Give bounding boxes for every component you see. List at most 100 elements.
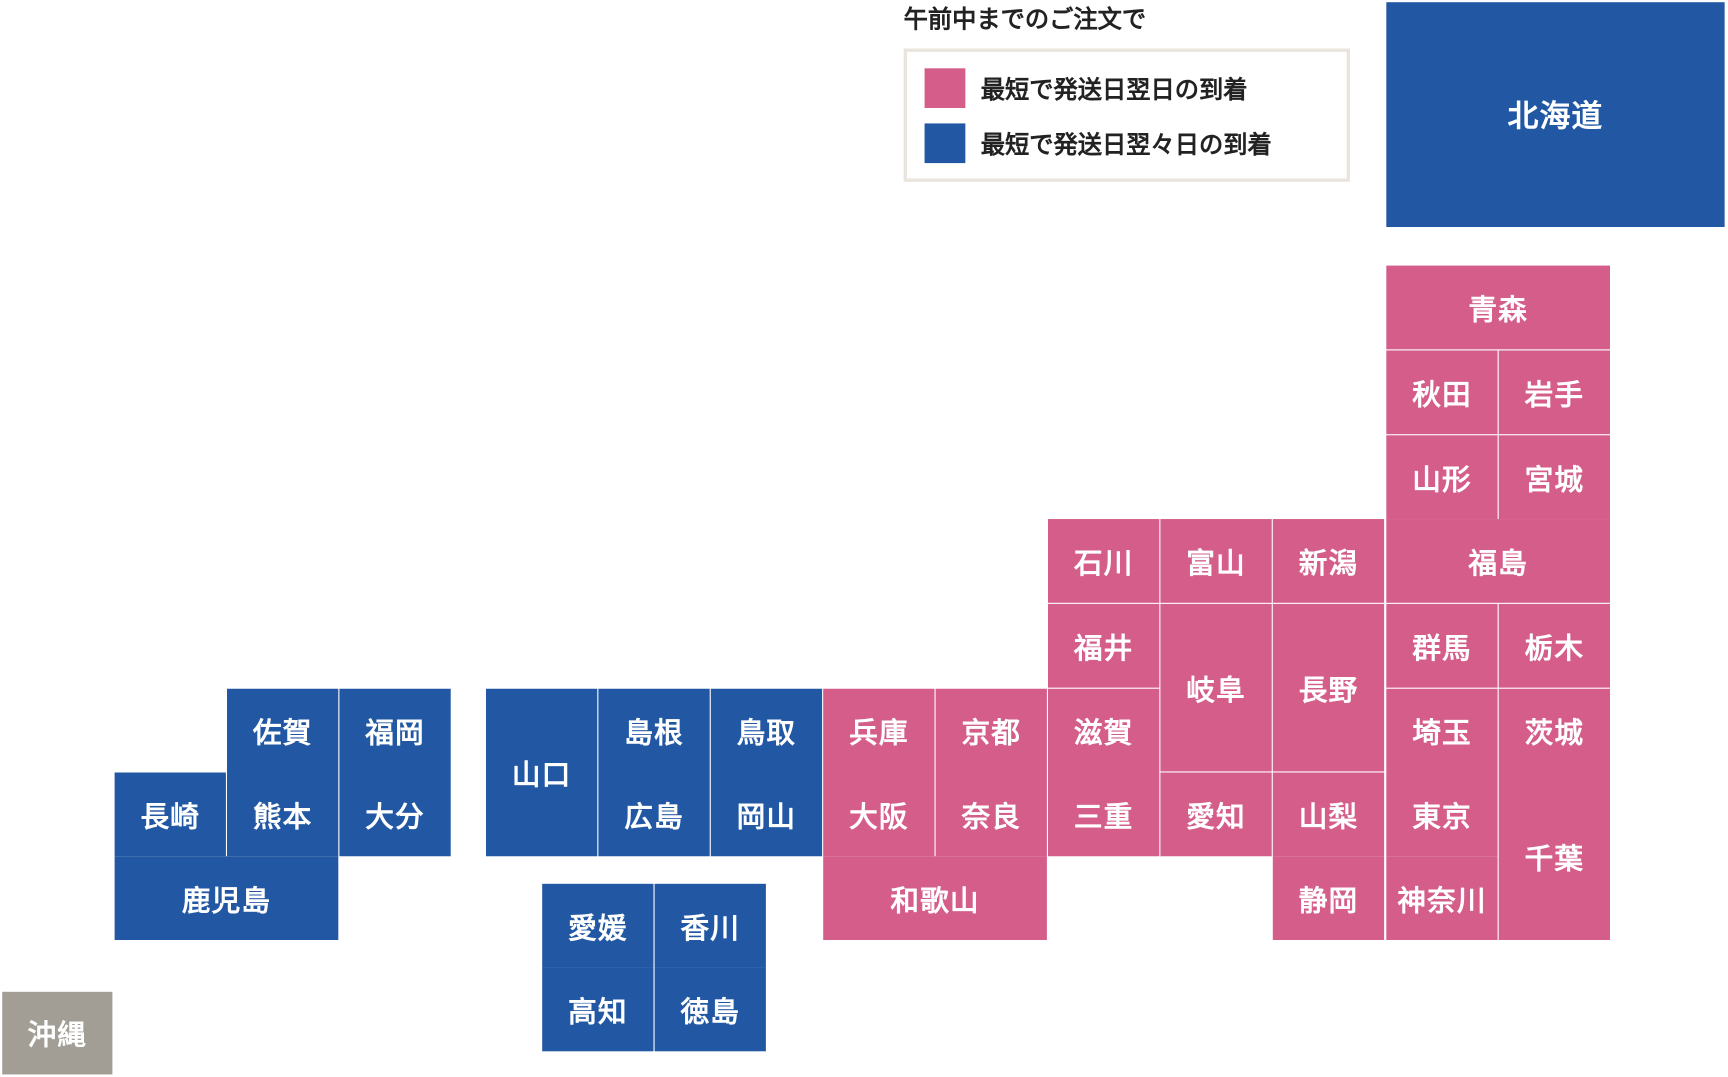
prefecture-label: 広島 <box>624 800 684 834</box>
prefecture-label: 新潟 <box>1298 547 1359 581</box>
prefecture-label: 群馬 <box>1412 631 1472 666</box>
prefecture-label: 山口 <box>511 758 572 792</box>
prefecture-23[interactable]: 愛知 <box>1160 772 1272 857</box>
prefecture-label: 徳島 <box>680 995 740 1029</box>
prefecture-label: 愛媛 <box>568 911 628 945</box>
prefecture-label: 鳥取 <box>736 716 797 750</box>
prefecture-27[interactable]: 和歌山 <box>823 856 1047 941</box>
legend-label: 最短で発送日翌日の到着 <box>980 77 1248 105</box>
prefecture-2[interactable]: 秋田 <box>1386 350 1498 435</box>
prefecture-label: 東京 <box>1412 800 1472 834</box>
prefecture-label: 茨城 <box>1524 716 1585 750</box>
prefecture-28[interactable]: 静岡 <box>1272 856 1385 941</box>
prefecture-label: 埼玉 <box>1412 716 1472 750</box>
prefecture-10[interactable]: 福井 <box>1048 603 1160 688</box>
prefecture-label: 鹿児島 <box>181 884 272 918</box>
prefecture-38[interactable]: 徳島 <box>654 967 766 1052</box>
prefecture-39[interactable]: 佐賀 <box>227 688 339 773</box>
prefecture-9[interactable]: 福島 <box>1386 519 1611 603</box>
prefecture-17[interactable]: 茨城 <box>1498 688 1611 773</box>
prefecture-label: 宮城 <box>1524 463 1585 497</box>
prefecture-8[interactable]: 新潟 <box>1272 519 1385 603</box>
prefecture-label: 福岡 <box>365 716 425 750</box>
prefecture-label: 三重 <box>1073 800 1134 834</box>
prefecture-label: 青森 <box>1468 293 1528 327</box>
prefecture-label: 沖縄 <box>27 1019 88 1053</box>
prefecture-1[interactable]: 青森 <box>1386 265 1611 350</box>
prefecture-5[interactable]: 宮城 <box>1498 435 1611 520</box>
prefecture-40[interactable]: 福岡 <box>339 688 451 773</box>
prefecture-44[interactable]: 鹿児島 <box>114 856 339 941</box>
legend-title: 午前中までのご注文で <box>903 6 1147 35</box>
legend-item-next-day: 最短で発送日翌日の到着 <box>924 68 1248 108</box>
prefecture-label: 福島 <box>1468 547 1528 581</box>
legend-swatch-blue <box>924 123 966 164</box>
prefecture-label: 滋賀 <box>1073 716 1134 750</box>
prefecture-label: 山梨 <box>1298 800 1359 834</box>
prefecture-25[interactable]: 東京 <box>1386 772 1498 857</box>
prefecture-15[interactable]: 滋賀 <box>1048 688 1160 773</box>
prefecture-label: 石川 <box>1073 547 1134 581</box>
legend-swatch-pink <box>924 68 966 108</box>
prefecture-11[interactable]: 岐阜 <box>1160 603 1272 772</box>
prefecture-13[interactable]: 群馬 <box>1386 603 1498 688</box>
prefecture-4[interactable]: 山形 <box>1386 435 1498 520</box>
prefecture-label: 長崎 <box>140 800 201 834</box>
prefecture-label: 北海道 <box>1507 98 1604 135</box>
prefecture-label: 高知 <box>568 995 628 1029</box>
prefecture-label: 愛知 <box>1186 800 1246 834</box>
prefecture-30[interactable]: 山口 <box>485 688 598 857</box>
prefecture-label: 佐賀 <box>252 716 313 750</box>
prefecture-label: 岩手 <box>1524 378 1585 412</box>
prefecture-26[interactable]: 千葉 <box>1498 772 1611 941</box>
prefecture-label: 岐阜 <box>1186 673 1246 707</box>
prefecture-label: 秋田 <box>1412 378 1472 412</box>
prefecture-29[interactable]: 神奈川 <box>1386 856 1498 941</box>
legend: 最短で発送日翌日の到着 最短で発送日翌々日の到着 <box>903 48 1350 182</box>
prefecture-16[interactable]: 埼玉 <box>1386 688 1498 773</box>
prefecture-45[interactable]: 沖縄 <box>2 991 113 1075</box>
legend-label: 最短で発送日翌々日の到着 <box>980 132 1272 160</box>
prefecture-label: 大分 <box>365 800 425 834</box>
prefecture-0[interactable]: 北海道 <box>1386 2 1725 228</box>
prefecture-6[interactable]: 石川 <box>1048 519 1160 603</box>
prefecture-label: 千葉 <box>1524 842 1585 876</box>
prefecture-42[interactable]: 熊本 <box>227 772 339 857</box>
prefecture-label: 兵庫 <box>849 716 909 750</box>
prefecture-22[interactable]: 三重 <box>1048 772 1160 857</box>
prefecture-33[interactable]: 広島 <box>598 772 710 857</box>
prefecture-41[interactable]: 長崎 <box>114 772 226 857</box>
prefecture-12[interactable]: 長野 <box>1272 603 1385 772</box>
prefecture-18[interactable]: 兵庫 <box>823 688 935 773</box>
prefecture-37[interactable]: 高知 <box>542 967 654 1052</box>
prefecture-label: 大阪 <box>849 800 909 834</box>
prefecture-21[interactable]: 奈良 <box>935 772 1047 857</box>
prefecture-3[interactable]: 岩手 <box>1498 350 1611 435</box>
prefecture-label: 福井 <box>1073 631 1134 666</box>
prefecture-31[interactable]: 島根 <box>598 688 710 773</box>
prefecture-label: 静岡 <box>1298 884 1359 918</box>
prefecture-34[interactable]: 岡山 <box>710 772 823 857</box>
prefecture-label: 熊本 <box>252 800 313 834</box>
prefecture-label: 奈良 <box>961 800 1022 834</box>
prefecture-14[interactable]: 栃木 <box>1498 603 1611 688</box>
prefecture-32[interactable]: 鳥取 <box>710 688 823 773</box>
prefecture-35[interactable]: 愛媛 <box>542 883 654 968</box>
prefecture-label: 和歌山 <box>890 884 980 918</box>
prefecture-43[interactable]: 大分 <box>339 772 451 857</box>
prefecture-19[interactable]: 京都 <box>935 688 1047 773</box>
prefecture-label: 京都 <box>961 716 1022 750</box>
prefecture-20[interactable]: 大阪 <box>823 772 935 857</box>
prefecture-24[interactable]: 山梨 <box>1272 772 1385 857</box>
legend-item-two-days: 最短で発送日翌々日の到着 <box>924 123 1272 164</box>
prefecture-label: 富山 <box>1186 547 1246 581</box>
prefecture-36[interactable]: 香川 <box>654 883 766 968</box>
prefecture-label: 香川 <box>680 911 740 945</box>
prefecture-label: 島根 <box>624 716 684 750</box>
prefecture-7[interactable]: 富山 <box>1160 519 1272 603</box>
prefecture-label: 神奈川 <box>1397 884 1487 918</box>
prefecture-label: 栃木 <box>1524 631 1585 666</box>
prefecture-label: 長野 <box>1298 673 1359 707</box>
prefecture-label: 岡山 <box>736 800 797 834</box>
